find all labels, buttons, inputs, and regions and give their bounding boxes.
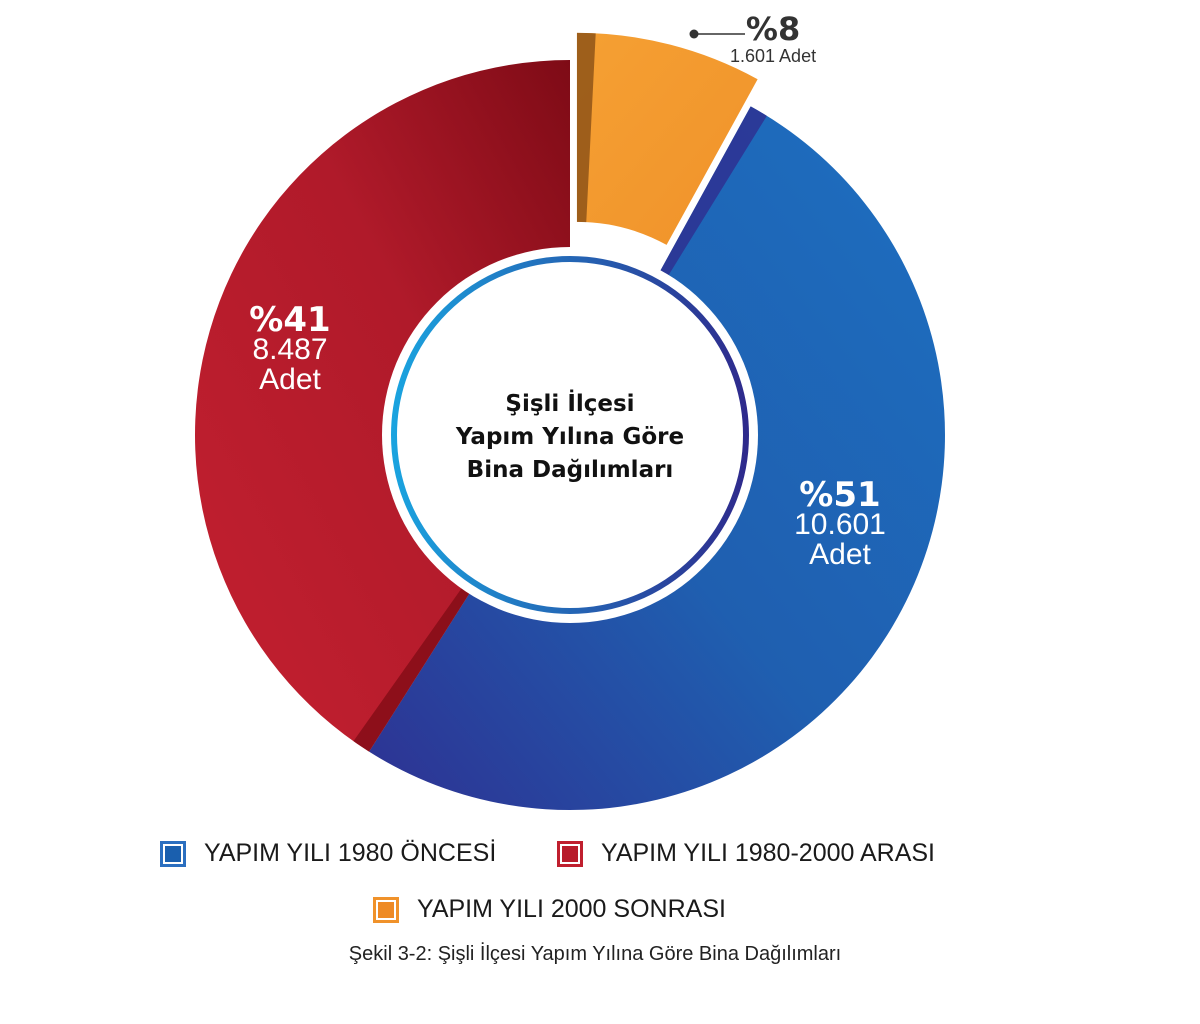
count-label: 1.601 Adet bbox=[730, 46, 817, 66]
slice-1980-2000-edge-shadow bbox=[353, 586, 471, 752]
center-title: Şişli İlçesi Yapım Yılına Göre Bina Dağı… bbox=[420, 388, 720, 487]
legend-item-2000-sonrasi: YAPIM YILI 2000 SONRASI bbox=[373, 895, 726, 924]
center-title-line: Yapım Yılına Göre bbox=[455, 424, 685, 450]
legend-label: YAPIM YILI 1980-2000 ARASI bbox=[601, 839, 935, 867]
legend-swatch bbox=[373, 896, 399, 923]
slice-1980-2000 bbox=[194, 60, 570, 752]
slice-2000-sonrasi-edge-shadow bbox=[576, 32, 596, 223]
legend-item-1980-oncesi: YAPIM YILI 1980 ÖNCESİ bbox=[160, 839, 496, 868]
center-ring bbox=[391, 256, 749, 614]
label-1980-oncesi: %51 10.601 Adet bbox=[770, 475, 910, 571]
label-1980-2000: %41 8.487 Adet bbox=[220, 300, 360, 396]
figure-caption: Şekil 3-2: Şişli İlçesi Yapım Yılına Gör… bbox=[348, 943, 842, 965]
legend-swatch bbox=[557, 840, 583, 867]
count-unit: Adet bbox=[809, 538, 871, 571]
percent-label: %41 bbox=[249, 300, 331, 340]
count-label: 10.601 bbox=[794, 508, 886, 541]
slice-1980-oncesi-edge-shadow bbox=[659, 106, 767, 277]
legend-item-1980-2000: YAPIM YILI 1980-2000 ARASI bbox=[557, 839, 935, 868]
percent-label: %8 bbox=[745, 10, 801, 48]
donut-hole bbox=[382, 247, 758, 623]
legend-swatch bbox=[160, 840, 186, 867]
count-label: 8.487 bbox=[252, 333, 328, 366]
slice-2000-sonrasi bbox=[576, 32, 758, 245]
label-2000-sonrasi: %8 1.601 Adet bbox=[730, 12, 816, 66]
center-title-line: Bina Dağılımları bbox=[466, 457, 674, 483]
count-unit: Adet bbox=[259, 363, 321, 396]
legend-label: YAPIM YILI 1980 ÖNCESİ bbox=[204, 839, 497, 867]
center-title-line: Şişli İlçesi bbox=[505, 391, 635, 417]
leader-dot bbox=[689, 29, 699, 39]
percent-label: %51 bbox=[799, 475, 881, 515]
legend-label: YAPIM YILI 2000 SONRASI bbox=[417, 895, 726, 923]
slice-1980-oncesi bbox=[369, 106, 945, 810]
